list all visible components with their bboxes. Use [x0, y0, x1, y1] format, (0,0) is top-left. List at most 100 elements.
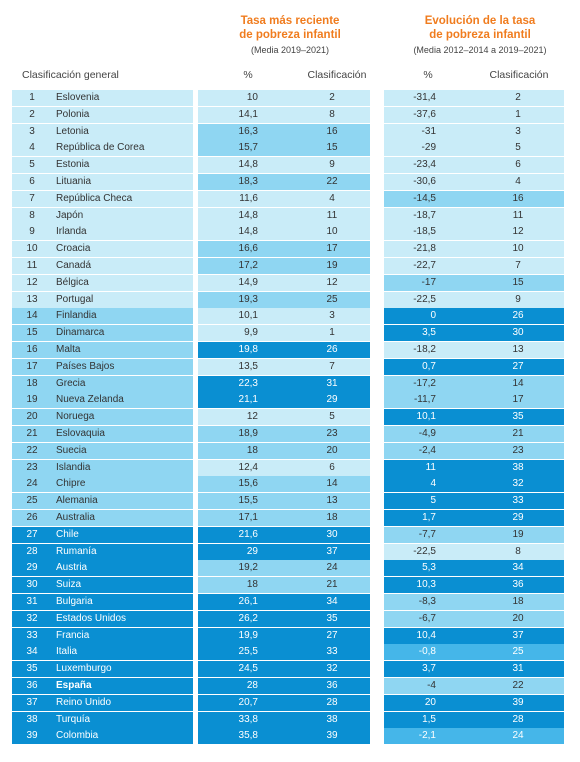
- table-row: 1 Eslovenia 10 2 -31,4 2: [0, 90, 580, 106]
- rate-rank-cell: 13: [326, 495, 338, 507]
- rate-rank-cell: 39: [326, 730, 338, 742]
- country-name-cell: Italia: [56, 646, 78, 658]
- rate-rank-cell: 22: [326, 176, 338, 187]
- rate-block: [198, 694, 370, 711]
- rate-block: [198, 711, 370, 728]
- country-name-cell: Suecia: [56, 444, 87, 456]
- evolution-percent-cell: 0,7: [422, 360, 436, 372]
- evolution-block: [384, 577, 564, 594]
- table-row: 12 Bélgica 14,9 12 -17 15: [0, 274, 580, 291]
- rate-percent-cell: 22,3: [238, 377, 258, 389]
- table-row: 3 Letonia 16,3 16 -31 3: [0, 123, 580, 140]
- evolution-block: [384, 543, 564, 560]
- evolution-rank-cell: 24: [512, 730, 524, 742]
- country-name-cell: República Checa: [56, 192, 133, 204]
- evolution-rank-cell: 22: [512, 680, 524, 691]
- overall-block: [12, 459, 193, 476]
- country-name-cell: Luxemburgo: [56, 663, 112, 675]
- rate-percent-cell: 28: [246, 680, 258, 691]
- evolution-rank-cell: 12: [512, 226, 524, 238]
- country-name-cell: Letonia: [56, 125, 89, 137]
- table-row: 20 Noruega 12 5 10,1 35: [0, 409, 580, 426]
- evolution-block: [384, 174, 564, 190]
- evolution-rank-cell: 3: [515, 125, 521, 137]
- evolution-percent-cell: -14,5: [413, 192, 436, 204]
- evolution-percent-cell: -8,3: [418, 596, 436, 607]
- rate-block: [198, 224, 370, 241]
- overall-rank-cell: 33: [26, 629, 38, 641]
- evolution-block: [384, 644, 564, 661]
- rate-rank-cell: 14: [326, 478, 338, 490]
- rate-percent-cell: 9,9: [244, 327, 258, 339]
- evolution-percent-cell: -4,9: [418, 428, 436, 439]
- overall-rank-cell: 9: [29, 226, 35, 238]
- overall-block: [12, 610, 193, 627]
- recent-rate-title-line1: Tasa más reciente: [240, 15, 340, 27]
- table-row: 4 República de Corea 15,7 15 -29 5: [0, 140, 580, 157]
- overall-rank-cell: 10: [26, 243, 38, 255]
- rate-percent-cell: 15,5: [238, 495, 258, 507]
- table-row: 18 Grecia 22,3 31 -17,2 14: [0, 375, 580, 392]
- country-name-cell: Lituania: [56, 176, 92, 187]
- overall-rank-cell: 38: [26, 713, 38, 725]
- country-name-cell: Bulgaria: [56, 596, 93, 607]
- col-overall-ranking: Clasificación general: [22, 69, 119, 81]
- country-name-cell: Grecia: [56, 377, 86, 389]
- evolution-block: [384, 325, 564, 342]
- evolution-percent-cell: -22,5: [413, 545, 436, 557]
- rate-percent-cell: 14,8: [238, 226, 258, 238]
- evolution-percent-cell: 1,7: [422, 512, 436, 523]
- overall-rank-cell: 26: [26, 512, 38, 523]
- rate-rank-cell: 6: [329, 461, 335, 473]
- overall-block: [12, 375, 193, 392]
- col-evolution-percent: %: [423, 69, 433, 81]
- rate-rank-cell: 8: [329, 108, 335, 120]
- table-row: 13 Portugal 19,3 25 -22,5 9: [0, 291, 580, 308]
- evolution-rank-cell: 21: [512, 428, 524, 439]
- evolution-block: [384, 224, 564, 241]
- overall-block: [12, 711, 193, 728]
- rate-block: [198, 678, 370, 694]
- overall-block: [12, 224, 193, 241]
- table-row: 26 Australia 17,1 18 1,7 29: [0, 510, 580, 526]
- overall-rank-cell: 1: [29, 92, 35, 103]
- evolution-rank-cell: 2: [515, 92, 521, 103]
- evolution-block: [384, 711, 564, 728]
- rate-percent-cell: 18,9: [238, 428, 258, 439]
- evolution-rank-cell: 25: [512, 646, 524, 658]
- rate-percent-cell: 35,8: [238, 730, 258, 742]
- evolution-block: [384, 442, 564, 459]
- table-row: 21 Eslovaquia 18,9 23 -4,9 21: [0, 426, 580, 442]
- evolution-title-line2: de pobreza infantil: [429, 29, 531, 41]
- evolution-block: [384, 157, 564, 174]
- overall-block: [12, 644, 193, 661]
- overall-rank-cell: 36: [26, 680, 38, 691]
- country-name-cell: Dinamarca: [56, 327, 105, 339]
- table-row: 36 España 28 36 -4 22: [0, 678, 580, 694]
- overall-block: [12, 526, 193, 543]
- rate-percent-cell: 21,1: [238, 394, 258, 406]
- evolution-percent-cell: -18,2: [413, 344, 436, 355]
- col-rate-rank: Clasificación: [307, 69, 367, 81]
- overall-rank-cell: 13: [26, 293, 38, 305]
- overall-rank-cell: 18: [26, 377, 38, 389]
- evolution-rank-cell: 5: [515, 142, 521, 154]
- rate-block: [198, 123, 370, 140]
- overall-block: [12, 560, 193, 577]
- table-row: 33 Francia 19,9 27 10,4 37: [0, 627, 580, 644]
- rate-rank-cell: 24: [326, 562, 338, 574]
- evolution-block: [384, 459, 564, 476]
- evolution-block: [384, 594, 564, 610]
- rate-block: [198, 459, 370, 476]
- overall-block: [12, 123, 193, 140]
- evolution-percent-cell: 5,3: [422, 562, 436, 574]
- country-name-cell: Noruega: [56, 411, 95, 423]
- overall-block: [12, 241, 193, 258]
- evolution-rank-cell: 7: [515, 260, 521, 271]
- rate-block: [198, 375, 370, 392]
- evolution-block: [384, 207, 564, 224]
- rate-percent-cell: 16,3: [238, 125, 258, 137]
- evolution-rank-cell: 13: [512, 344, 524, 355]
- table-row: 23 Islandia 12,4 6 11 38: [0, 459, 580, 476]
- rate-rank-cell: 10: [326, 226, 338, 238]
